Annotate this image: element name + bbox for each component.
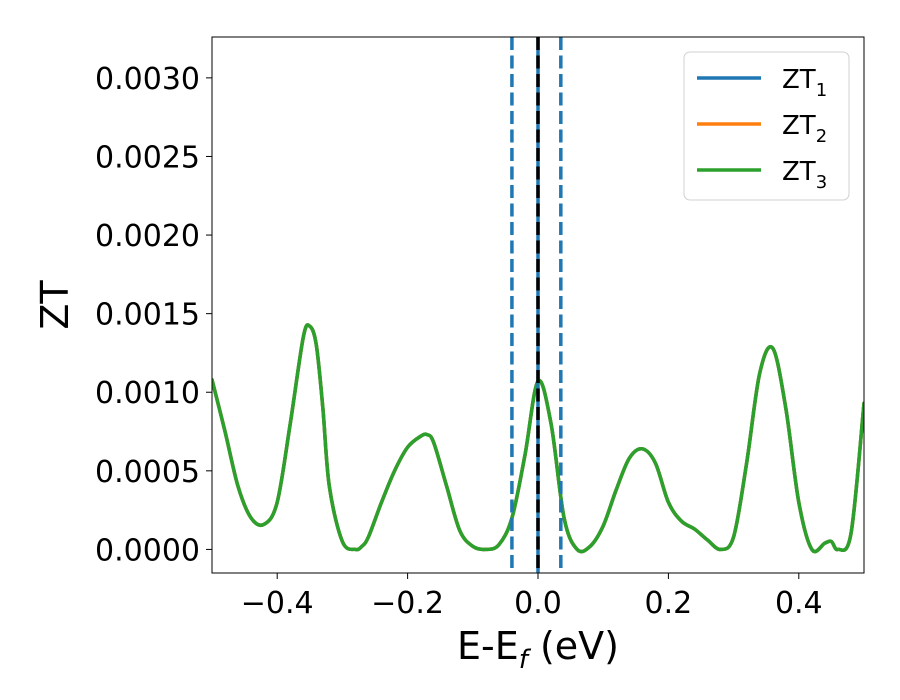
y-axis-label: ZT: [33, 280, 77, 330]
legend-label-zt1: ZT1: [782, 65, 827, 101]
x-axis-label: E-Ef (eV): [457, 624, 619, 675]
series-lines: [212, 323, 864, 554]
y-tick-label: 0.0015: [95, 298, 200, 333]
y-tick-label: 0.0025: [95, 140, 200, 175]
x-tick-label: 0.2: [645, 586, 693, 621]
reference-lines: [510, 37, 563, 573]
legend-label-zt3: ZT3: [782, 157, 827, 193]
x-axis-label-unit: (eV): [528, 624, 619, 668]
y-tick-label: 0.0000: [95, 533, 200, 568]
y-tick-label: 0.0020: [95, 219, 200, 254]
legend-entries: ZT1 ZT2 ZT3: [697, 65, 827, 193]
x-tick-label: 0.0: [514, 586, 562, 621]
legend-label-zt2: ZT2: [782, 111, 827, 147]
legend-box: [683, 51, 850, 201]
x-tick-label: −0.4: [241, 586, 314, 621]
legend: ZT1 ZT2 ZT3: [683, 51, 850, 201]
x-tick-label: −0.2: [371, 586, 444, 621]
y-tick-label: 0.0010: [95, 376, 200, 411]
y-tick-label: 0.0030: [95, 62, 200, 97]
y-tick-label: 0.0005: [95, 455, 200, 490]
x-axis-label-main: E-E: [457, 624, 519, 668]
x-tick-label: 0.4: [775, 586, 823, 621]
y-axis-ticks: 0.0000 0.0005 0.0010 0.0015 0.0020 0.0025 0.00…: [95, 62, 212, 568]
x-axis-ticks: −0.4 −0.2 0.0 0.2 0.4: [241, 573, 823, 621]
series-line-zt3: [212, 323, 864, 554]
